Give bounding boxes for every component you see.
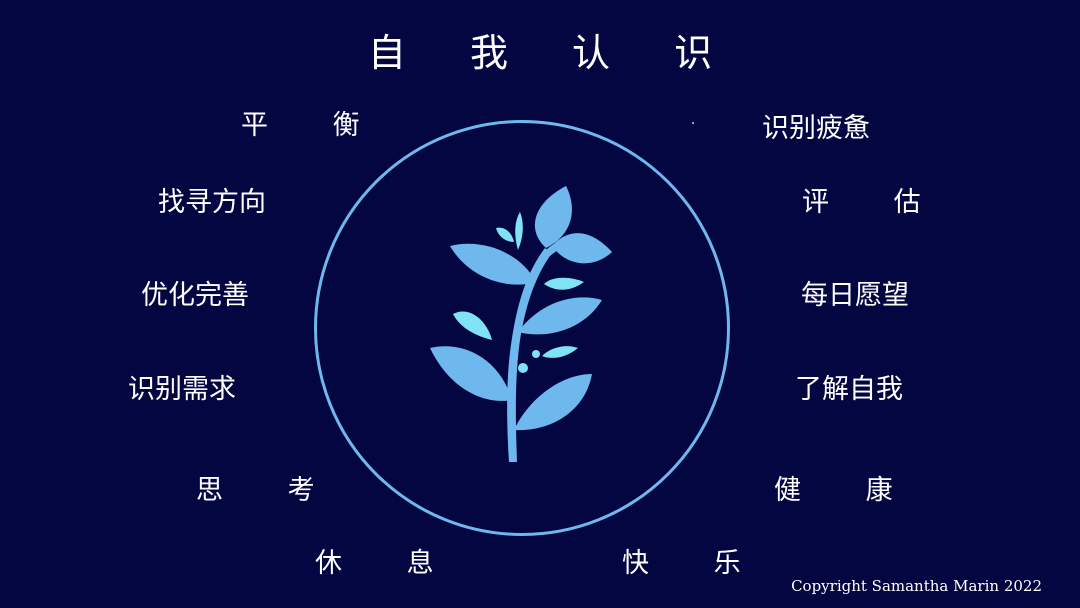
label-identify-needs: 识别需求 — [128, 374, 236, 405]
label-identify-fatigue: 识别疲惫 — [762, 113, 870, 144]
decorative-dot — [692, 122, 694, 124]
slide-title: 自 我 认 识 — [367, 31, 739, 75]
label-optimize: 优化完善 — [141, 280, 249, 311]
label-health: 健 康 — [774, 475, 921, 506]
label-daily-wish: 每日愿望 — [801, 280, 909, 311]
label-find-direction: 找寻方向 — [158, 187, 266, 218]
label-balance: 平 衡 — [241, 110, 388, 141]
label-evaluate: 评 估 — [802, 187, 949, 218]
label-rest: 休 息 — [315, 548, 462, 579]
label-reflect: 思 考 — [196, 475, 343, 506]
center-circle — [314, 120, 730, 536]
label-know-yourself: 了解自我 — [795, 374, 903, 405]
copyright-notice: Copyright Samantha Marin 2022 — [791, 577, 1042, 595]
label-happiness: 快 乐 — [622, 548, 769, 579]
